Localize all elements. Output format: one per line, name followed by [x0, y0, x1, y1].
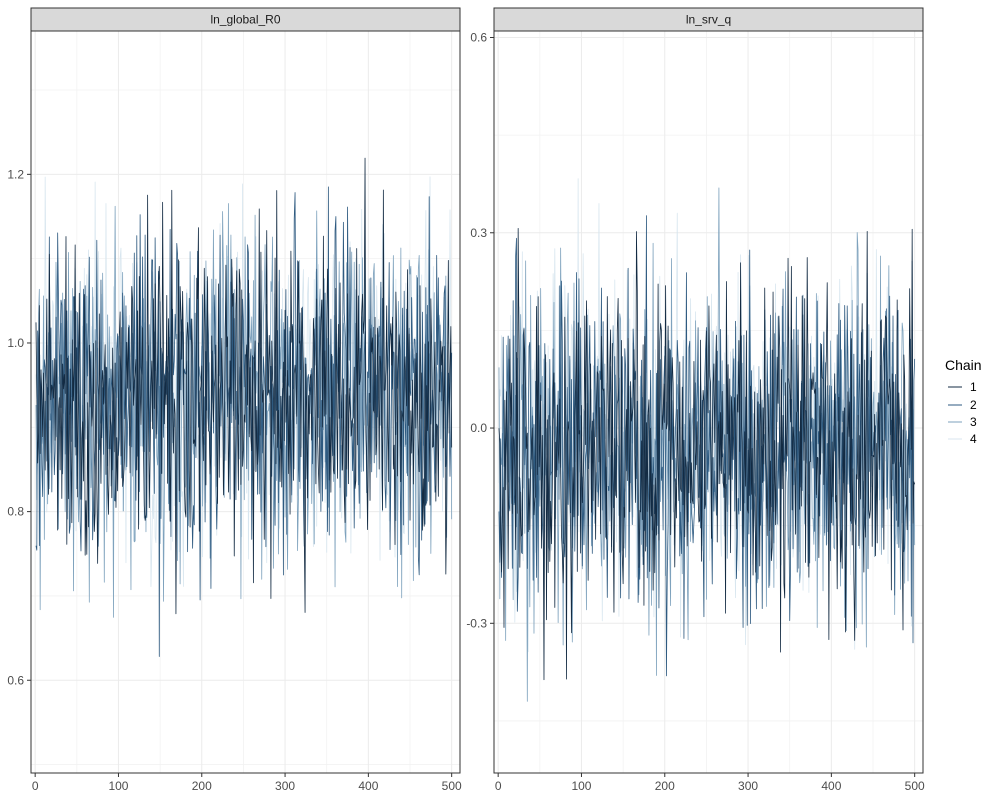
chain-legend: Chain 1 2 3 4 [945, 357, 982, 446]
legend-item-1: 1 [948, 380, 977, 394]
y-tick-label: 0.8 [7, 505, 24, 519]
legend-label-4: 4 [970, 432, 977, 446]
trace-chain-1 [35, 157, 453, 615]
strip-background [493, 7, 924, 32]
y-tick-label: 1.0 [7, 336, 24, 350]
y-tick-label: 0.6 [470, 31, 487, 45]
y-tick-label: 0.0 [470, 421, 487, 435]
x-tick-label: 300 [275, 779, 295, 793]
x-tick-label: 400 [821, 779, 841, 793]
x-tick-label: 400 [358, 779, 378, 793]
strip-title: ln_global_R0 [210, 13, 280, 27]
legend-label-2: 2 [970, 398, 977, 412]
legend-label-3: 3 [970, 415, 977, 429]
x-tick-label: 0 [495, 779, 502, 793]
strip-background [30, 7, 461, 32]
trace-chain-1 [498, 228, 916, 681]
x-tick-label: 100 [108, 779, 128, 793]
x-tick-label: 500 [442, 779, 462, 793]
legend-item-4: 4 [948, 432, 977, 446]
y-tick-label: -0.3 [466, 616, 487, 630]
x-tick-label: 0 [32, 779, 39, 793]
x-tick-label: 500 [905, 779, 925, 793]
legend-title: Chain [945, 357, 982, 373]
y-tick-label: 0.3 [470, 226, 487, 240]
legend-item-2: 2 [948, 398, 977, 412]
x-tick-label: 200 [192, 779, 212, 793]
x-tick-label: 300 [738, 779, 758, 793]
y-tick-label: 1.2 [7, 167, 24, 181]
strip-title: ln_srv_q [686, 13, 731, 27]
panel-ln-global-r0: ln_global_R0 0 100 200 300 400 500 0.6 0.8 1.0 1.2 [7, 7, 462, 793]
y-tick-label: 0.6 [7, 673, 24, 687]
x-tick-label: 200 [655, 779, 675, 793]
trace-chain-2 [498, 215, 916, 677]
legend-item-3: 3 [948, 415, 977, 429]
x-tick-label: 100 [571, 779, 591, 793]
legend-label-1: 1 [970, 380, 977, 394]
panel-ln-srv-q: ln_srv_q 0 100 200 300 400 500 -0.3 0.0 0.3 0.6 [466, 7, 925, 793]
